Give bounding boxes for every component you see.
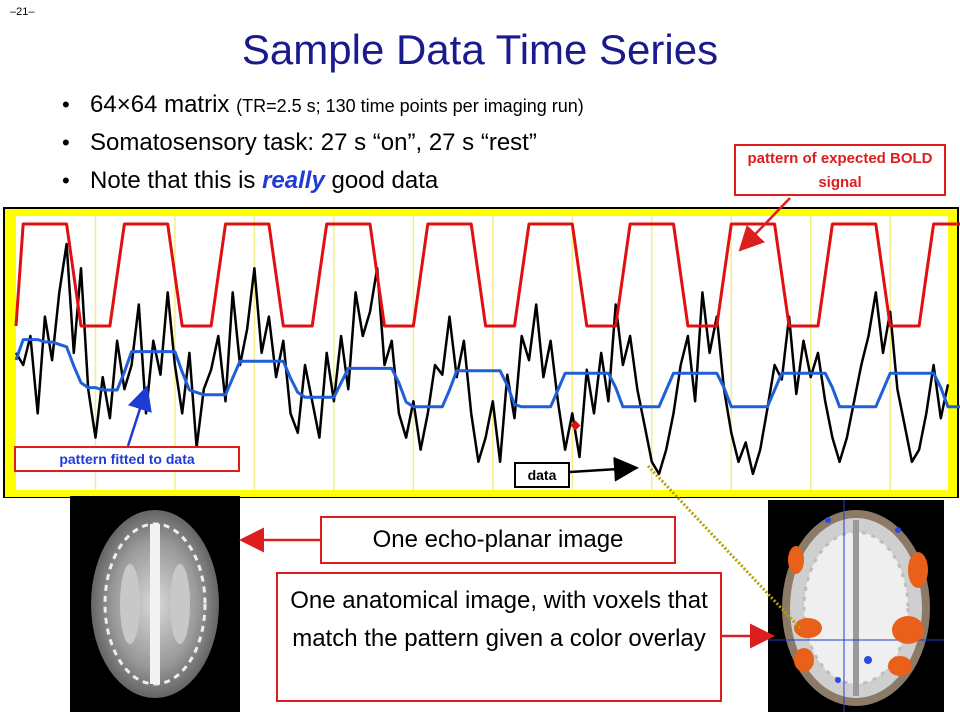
bullet-note: • Note that this is really good data [62, 162, 584, 200]
anatomical-overlay-image [768, 500, 944, 712]
page-number: –21– [10, 6, 35, 18]
bullet-dot-icon: • [62, 168, 70, 193]
bullet-note-post: good data [331, 167, 439, 194]
bullet-task-text: Somatosensory task: 27 s “on”, 27 s “res… [90, 129, 537, 156]
bullet-matrix: • 64×64 matrix (TR=2.5 s; 130 time point… [62, 86, 584, 124]
bullet-note-pre: Note that this is [90, 167, 256, 194]
bullet-note-emphasis: really [262, 167, 325, 194]
series-line-fitted [14, 338, 960, 409]
data-point-marker [570, 420, 581, 431]
callout-data: data [514, 462, 570, 488]
callout-fitted-pattern: pattern fitted to data [14, 446, 240, 472]
bullet-matrix-note: (TR=2.5 s; 130 time points per imaging r… [236, 96, 584, 116]
callout-expected-signal: pattern of expected BOLD signal [734, 144, 946, 196]
series-line-expected [14, 222, 960, 328]
slide-title: Sample Data Time Series [241, 26, 719, 73]
bullet-matrix-main: 64×64 matrix [90, 91, 230, 118]
series-line-data [14, 242, 950, 476]
echo-planar-image [70, 496, 240, 712]
echo-planar-label: One echo-planar image [320, 516, 676, 564]
bullet-list: • 64×64 matrix (TR=2.5 s; 130 time point… [62, 86, 584, 200]
bullet-task: • Somatosensory task: 27 s “on”, 27 s “r… [62, 124, 584, 162]
anatomical-label: One anatomical image, with voxels that m… [276, 572, 722, 702]
bullet-dot-icon: • [62, 130, 70, 155]
bullet-dot-icon: • [62, 92, 70, 117]
